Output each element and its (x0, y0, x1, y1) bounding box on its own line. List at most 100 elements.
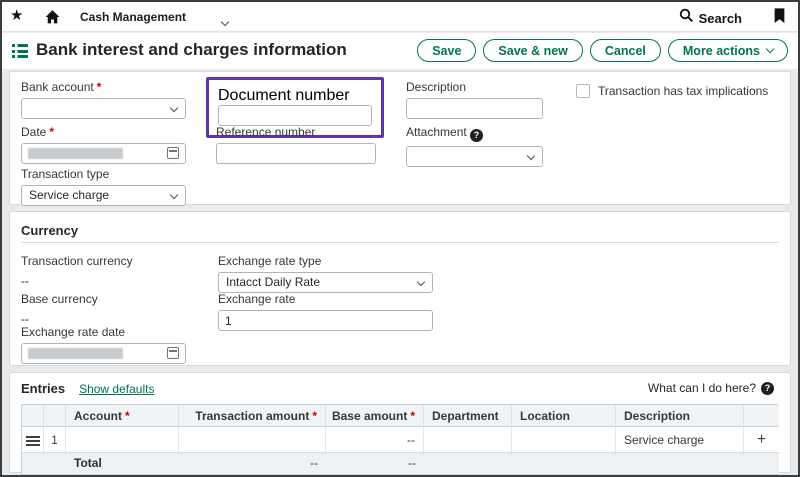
attachment-select[interactable] (406, 146, 543, 167)
bank-account-field: Bank account * (21, 80, 186, 119)
save-button[interactable]: Save (417, 39, 477, 62)
action-button-row: Save Save & new Cancel More actions (417, 39, 788, 62)
home-icon[interactable] (44, 9, 61, 30)
app-menu-label[interactable]: Cash Management (80, 10, 187, 24)
department-cell[interactable] (424, 427, 512, 453)
bank-account-select[interactable] (21, 98, 186, 119)
total-base-amount: -- (326, 453, 424, 474)
transaction-currency-value: -- (21, 274, 29, 288)
global-search[interactable]: Search (679, 8, 742, 28)
transaction-currency-field: Transaction currency -- (21, 254, 201, 290)
date-input[interactable] (21, 143, 186, 164)
favorites-star-icon[interactable] (10, 6, 23, 26)
total-row-spacer (616, 453, 744, 474)
bank-account-label: Bank account (21, 80, 94, 94)
reference-number-field: Reference number (216, 125, 376, 164)
redacted-date-value (28, 148, 123, 159)
chevron-down-icon (526, 151, 536, 161)
exchange-rate-field: Exchange rate (218, 292, 433, 331)
section-divider (21, 242, 779, 243)
top-navigation-bar: Cash Management Search (2, 2, 798, 32)
entries-section: Entries Show defaults What can I do here… (9, 372, 791, 475)
tax-implications-checkbox[interactable] (576, 84, 590, 98)
total-row-spacer (744, 453, 779, 474)
chevron-down-icon[interactable] (220, 12, 230, 30)
document-number-highlight-box: Document number (206, 77, 384, 138)
currency-section-title: Currency (21, 223, 79, 238)
show-defaults-link[interactable]: Show defaults (79, 382, 155, 396)
column-header-base-amount: Base amount * (326, 405, 424, 427)
required-marker: * (96, 80, 102, 94)
total-row-spacer (512, 453, 616, 474)
help-icon[interactable] (761, 381, 774, 395)
calendar-icon[interactable] (167, 147, 179, 159)
add-row-button[interactable]: + (744, 427, 779, 453)
required-marker: * (125, 409, 130, 423)
exchange-rate-type-field: Exchange rate type Intacct Daily Rate (218, 254, 433, 293)
column-header-department: Department (424, 405, 512, 427)
exchange-rate-type-label: Exchange rate type (218, 254, 322, 268)
date-field: Date * (21, 125, 186, 164)
help-icon[interactable] (470, 129, 484, 142)
exchange-rate-input[interactable] (218, 310, 433, 331)
transaction-currency-label: Transaction currency (21, 254, 133, 268)
tax-implications-field: Transaction has tax implications (576, 84, 768, 98)
reference-number-input[interactable] (216, 143, 376, 164)
drag-handle-icon[interactable] (26, 434, 40, 449)
redacted-date-value (28, 348, 123, 359)
save-and-new-button[interactable]: Save & new (483, 39, 583, 62)
transaction-type-select[interactable]: Service charge (21, 185, 186, 206)
date-label: Date (21, 125, 47, 139)
description-label: Description (406, 80, 467, 94)
exchange-rate-date-input[interactable] (21, 343, 186, 364)
transaction-amount-cell[interactable] (179, 427, 326, 453)
row-number-column-header (44, 405, 66, 427)
entries-section-title: Entries (21, 381, 66, 396)
attachment-label: Attachment (406, 125, 467, 139)
description-input[interactable] (406, 98, 543, 119)
attachment-field: Attachment (406, 125, 543, 167)
total-row-spacer (44, 453, 66, 474)
base-currency-field: Base currency -- (21, 292, 201, 328)
add-row-column-header (744, 405, 779, 427)
exchange-rate-type-select[interactable]: Intacct Daily Rate (218, 272, 433, 293)
more-actions-button[interactable]: More actions (667, 39, 788, 62)
search-icon (679, 8, 694, 28)
cancel-button[interactable]: Cancel (589, 39, 661, 62)
drag-handle-column-header (22, 405, 44, 427)
search-label: Search (698, 10, 742, 26)
required-marker: * (410, 409, 415, 423)
document-number-label: Document number (218, 87, 350, 104)
entries-table: Account * Transaction amount * Base amount… (21, 404, 779, 475)
total-row-spacer (22, 453, 44, 474)
account-cell[interactable] (66, 427, 179, 453)
record-list-icon[interactable] (12, 44, 28, 61)
document-header-section: Bank account * Document number Descriptio… (9, 71, 791, 206)
document-number-input[interactable] (218, 105, 372, 126)
what-can-i-do-here-text: What can I do here? (647, 381, 756, 395)
description-field: Description (406, 80, 543, 119)
page-title: Bank interest and charges information (36, 40, 347, 59)
chevron-down-icon (169, 103, 179, 113)
reference-number-label: Reference number (216, 125, 316, 139)
transaction-type-label: Transaction type (21, 167, 110, 181)
bookmark-icon[interactable] (773, 7, 786, 30)
location-cell[interactable] (512, 427, 616, 453)
table-row-drag-cell[interactable] (22, 427, 44, 453)
row-number-cell: 1 (44, 427, 66, 453)
total-transaction-amount: -- (179, 453, 326, 474)
total-row-spacer (424, 453, 512, 474)
transaction-type-field: Transaction type Service charge (21, 167, 186, 206)
calendar-icon[interactable] (167, 347, 179, 359)
column-header-account: Account * (66, 405, 179, 427)
tax-implications-label: Transaction has tax implications (598, 84, 769, 98)
description-cell[interactable]: Service charge (616, 427, 744, 453)
column-header-description: Description (616, 405, 744, 427)
exchange-rate-label: Exchange rate (218, 292, 296, 306)
column-header-location: Location (512, 405, 616, 427)
required-marker: * (312, 409, 317, 423)
document-number-field: Document number (218, 87, 372, 126)
page-header: Bank interest and charges information Sa… (2, 33, 798, 69)
column-header-transaction-amount: Transaction amount * (179, 405, 326, 427)
